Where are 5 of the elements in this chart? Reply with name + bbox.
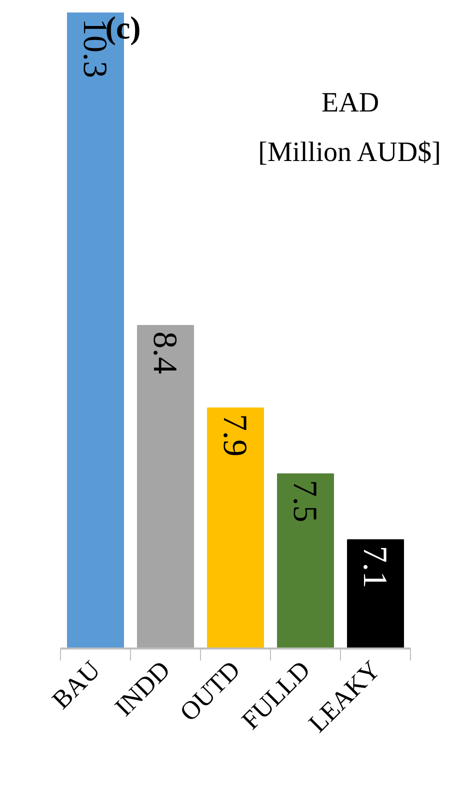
data-label: 7.1 <box>356 546 393 588</box>
data-label: 8.4 <box>146 332 183 374</box>
data-label: 7.5 <box>286 480 323 522</box>
annotation: EAD [Million AUD$] <box>258 88 441 168</box>
data-label: 7.9 <box>216 414 253 456</box>
